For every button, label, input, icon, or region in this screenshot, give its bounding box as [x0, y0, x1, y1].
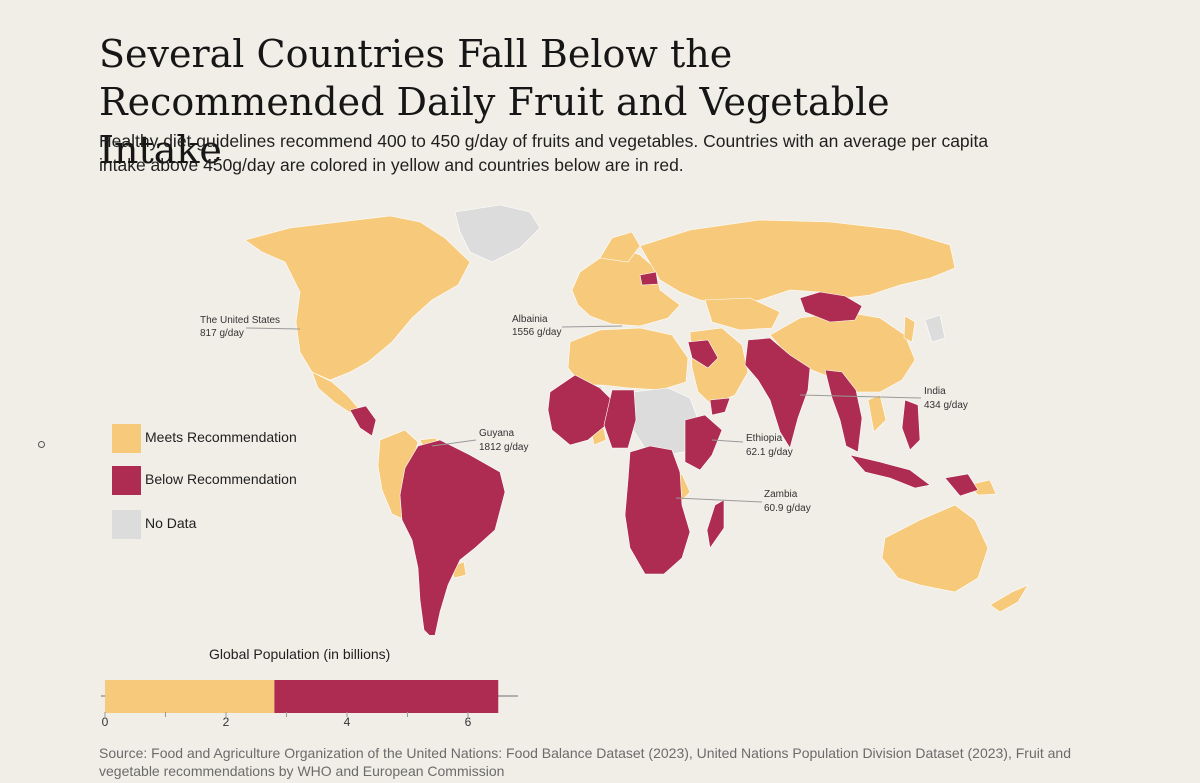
map-marker-dot	[38, 441, 45, 448]
region-west-central-africa	[603, 389, 637, 449]
region-australia	[881, 504, 989, 593]
region-vietnam	[867, 394, 887, 433]
page-title: Several Countries Fall Below the Recomme…	[99, 32, 890, 172]
region-new-zealand	[989, 584, 1029, 613]
legend-label-below: Below Recommendation	[145, 471, 297, 487]
leader-line	[245, 327, 301, 330]
legend-label-nodata: No Data	[145, 515, 197, 531]
annotation-zambia-value: 60.9 g/day	[764, 503, 811, 514]
region-central-america	[349, 405, 377, 437]
leader-line	[711, 439, 744, 443]
annotation-zambia-name: Zambia	[764, 489, 798, 500]
region-ethiopia-east	[684, 414, 723, 471]
annotation-zambia: Zambia 60.9 g/day	[675, 489, 811, 514]
annotation-guyana: Guyana 1812 g/day	[431, 428, 529, 453]
land-below	[349, 271, 979, 635]
region-madagascar	[706, 499, 725, 549]
population-bar-chart: 0 2 4 6	[101, 680, 518, 726]
region-north-america	[244, 215, 471, 381]
annotation-india-name: India	[924, 386, 946, 397]
page-subtitle: Healthy diet guidelines recommend 400 to…	[99, 131, 989, 175]
tick-label: 0	[102, 715, 109, 726]
legend-swatch-meets	[112, 424, 141, 453]
region-middle-east	[689, 327, 749, 406]
annotation-ethiopia-name: Ethiopia	[746, 433, 783, 444]
region-central-asia	[704, 297, 781, 331]
annotation-albania-name: Albainia	[512, 314, 548, 325]
annotation-us: The United States 817 g/day	[200, 315, 301, 339]
region-greenland	[454, 204, 541, 263]
annotation-india: India 434 g/day	[799, 386, 968, 411]
axis-ticks: 0 2 4 6	[102, 712, 472, 726]
region-scandinavia	[599, 231, 641, 263]
leader-line	[675, 497, 763, 503]
legend-swatch-below	[112, 466, 141, 495]
annotation-ethiopia-value: 62.1 g/day	[746, 447, 793, 458]
leader-line	[799, 394, 922, 399]
leader-line	[431, 439, 477, 447]
region-png	[944, 473, 979, 497]
annotation-us-value: 817 g/day	[200, 328, 244, 339]
region-russia	[639, 219, 956, 306]
tick-label: 2	[223, 715, 230, 726]
region-central-southern-africa	[624, 445, 691, 575]
leader-line	[561, 325, 623, 328]
annotation-india-value: 434 g/day	[924, 400, 968, 411]
region-indonesia	[849, 454, 931, 489]
tick-label: 4	[344, 715, 351, 726]
tick-label: 6	[465, 715, 472, 726]
region-somalia	[709, 397, 731, 416]
region-mexico	[311, 371, 361, 415]
annotation-guyana-name: Guyana	[479, 428, 514, 439]
region-belarus	[639, 271, 659, 286]
annotation-albania: Albainia 1556 g/day	[512, 314, 623, 338]
population-chart-title: Global Population (in billions)	[209, 646, 391, 662]
annotation-us-name: The United States	[200, 315, 280, 326]
world-map: The United States 817 g/day Albainia 155…	[200, 204, 1029, 635]
region-japan-korea	[903, 315, 916, 343]
legend-swatch-nodata	[112, 510, 141, 539]
region-philippines	[901, 399, 921, 451]
land-meets	[244, 204, 1029, 613]
bar-meets	[105, 680, 275, 713]
region-west-africa	[547, 374, 613, 446]
annotation-albania-value: 1556 g/day	[512, 327, 562, 338]
bar-below	[274, 680, 499, 713]
annotation-guyana-value: 1812 g/day	[479, 442, 529, 453]
region-east-asia-nodata	[924, 314, 946, 343]
region-south-america	[399, 439, 506, 635]
region-southeast-asia	[824, 369, 863, 453]
annotation-ethiopia: Ethiopia 62.1 g/day	[711, 433, 793, 458]
region-india	[744, 337, 811, 449]
source-note: Source: Food and Agriculture Organizatio…	[99, 745, 1071, 779]
legend-label-meets: Meets Recommendation	[145, 429, 297, 445]
region-mongolia	[799, 291, 863, 323]
region-pakistan	[687, 339, 719, 369]
